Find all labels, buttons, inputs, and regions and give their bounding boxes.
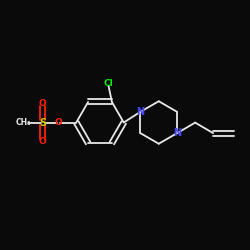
Text: O: O: [39, 138, 46, 146]
Text: CH₃: CH₃: [16, 118, 31, 127]
Text: O: O: [54, 118, 62, 127]
Text: N: N: [136, 107, 144, 117]
Text: Cl: Cl: [103, 79, 113, 88]
Text: O: O: [39, 98, 46, 108]
Text: S: S: [39, 118, 46, 128]
Text: N: N: [173, 128, 181, 138]
